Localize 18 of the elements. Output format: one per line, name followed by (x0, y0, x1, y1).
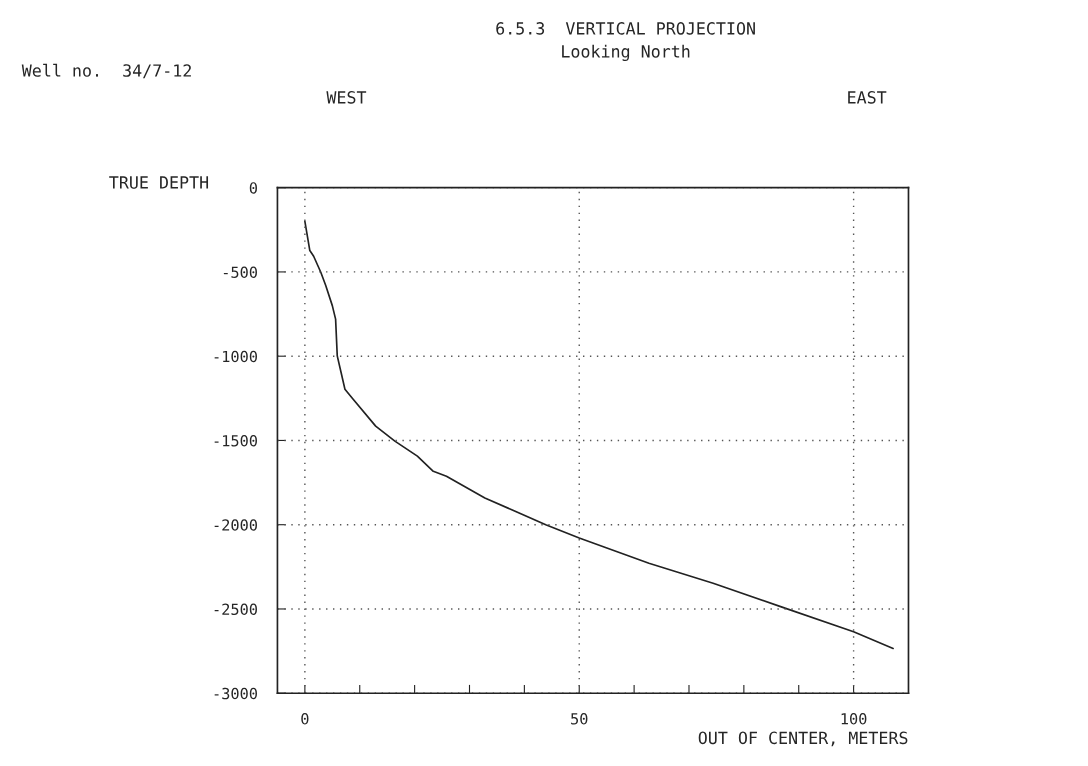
x-axis-title: OUT OF CENTER, METERS (698, 731, 908, 747)
x-tick-label: 0 (301, 713, 309, 725)
text: Well no. 34/7-12 (21, 63, 191, 79)
y-tick-label: -1500 (214, 434, 258, 447)
chart-subtitle: Looking North (562, 44, 690, 62)
chart-title: 6.5.3 VERTICAL PROJECTION (496, 22, 755, 35)
y-tick-label: -3000 (214, 687, 258, 700)
text: WEST (326, 91, 367, 104)
y-tick-label: -2000 (214, 519, 258, 531)
y-tick-label: -2500 (214, 603, 258, 616)
y-tick-label: 0 (249, 182, 257, 194)
y-tick-label: -500 (223, 266, 258, 278)
x-tick-label: 50 (571, 713, 588, 725)
text: EAST (848, 91, 887, 104)
x-tick-label: 100 (841, 713, 867, 725)
line-series (304, 220, 894, 650)
y-tick-label: -1000 (214, 350, 258, 363)
y-axis-title: TRUE DEPTH (109, 176, 209, 189)
